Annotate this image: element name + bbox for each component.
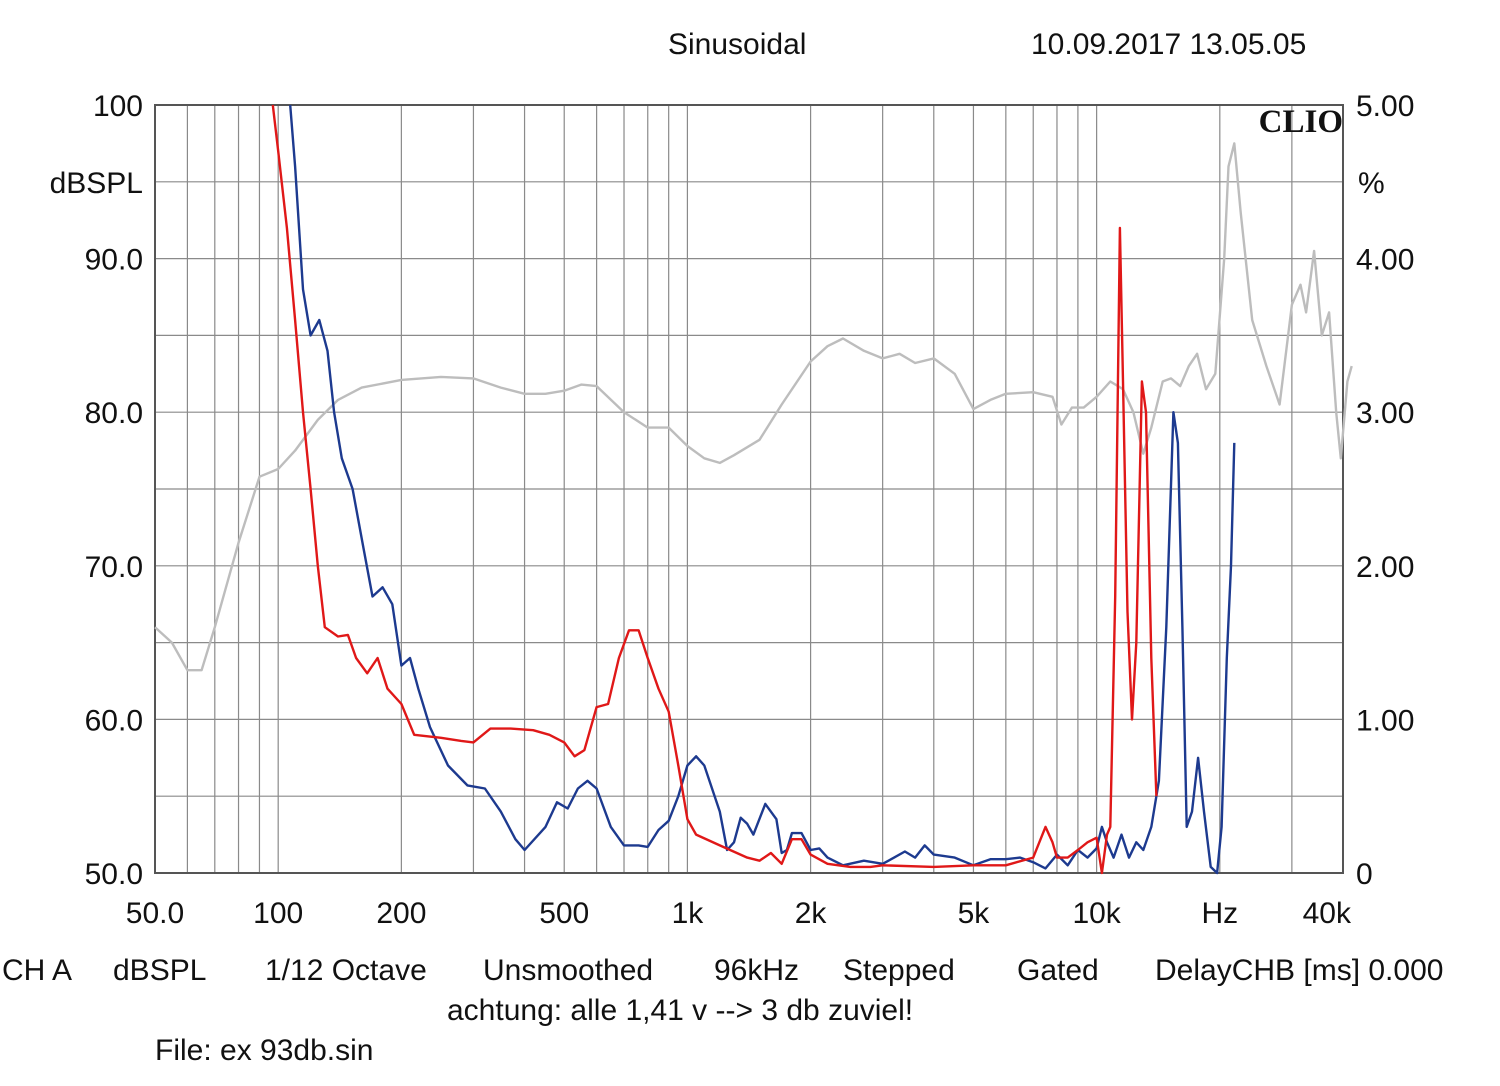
x-tick-label: 40k	[1303, 897, 1352, 930]
sample-rate-label: 96kHz	[714, 954, 800, 987]
octave-label: 1/12 Octave	[265, 954, 427, 987]
axis-labels: 100 90.0 80.0 70.0 60.0 50.0 5.00 4.00 3.00 2.00 1…	[50, 90, 1415, 930]
series-group	[154, 104, 1353, 875]
plot-frame	[154, 104, 1344, 874]
y-tick-label: 50.0	[85, 858, 143, 891]
x-tick-label: 5k	[958, 897, 991, 930]
x-tick-label: 100	[253, 897, 303, 930]
note-label: achtung: alle 1,41 v --> 3 db zuviel!	[447, 994, 914, 1027]
x-tick-label: 200	[376, 897, 426, 930]
red-series	[271, 104, 1158, 875]
y2-tick-label: 4.00	[1356, 244, 1414, 277]
x-tick-label: 50.0	[126, 897, 184, 930]
y-tick-label: 70.0	[85, 551, 143, 584]
y2-tick-label: 5.00	[1356, 90, 1414, 123]
delay-label: DelayCHB [ms] 0.000	[1155, 954, 1444, 987]
file-label: File: ex 93db.sin	[155, 1034, 374, 1067]
y-tick-label: 100	[93, 90, 143, 123]
brand-logo: CLIO	[1259, 104, 1343, 140]
grid-lines	[155, 105, 1343, 873]
measurement-mode: Sinusoidal	[668, 28, 807, 61]
unit-label: dBSPL	[113, 954, 207, 987]
y2-tick-label: 0	[1356, 858, 1373, 891]
stepping-label: Stepped	[843, 954, 955, 987]
y2-tick-label: 2.00	[1356, 551, 1414, 584]
y2-tick-label: 3.00	[1356, 397, 1414, 430]
x-tick-label: Hz	[1201, 897, 1238, 930]
x-tick-label: 10k	[1072, 897, 1121, 930]
x-tick-label: 500	[539, 897, 589, 930]
y-axis-label: dBSPL	[50, 167, 143, 200]
thd-gray-series	[154, 142, 1353, 672]
smoothing-label: Unsmoothed	[483, 954, 654, 987]
y2-axis-label: %	[1358, 167, 1385, 200]
x-tick-label: 1k	[672, 897, 705, 930]
gating-label: Gated	[1017, 954, 1099, 987]
y-tick-label: 80.0	[85, 397, 143, 430]
y-tick-label: 60.0	[85, 704, 143, 737]
y2-tick-label: 1.00	[1356, 704, 1414, 737]
channel-label: CH A	[2, 954, 73, 987]
x-tick-label: 2k	[795, 897, 828, 930]
measurement-datetime: 10.09.2017 13.05.05	[1031, 28, 1307, 61]
y-tick-label: 90.0	[85, 244, 143, 277]
